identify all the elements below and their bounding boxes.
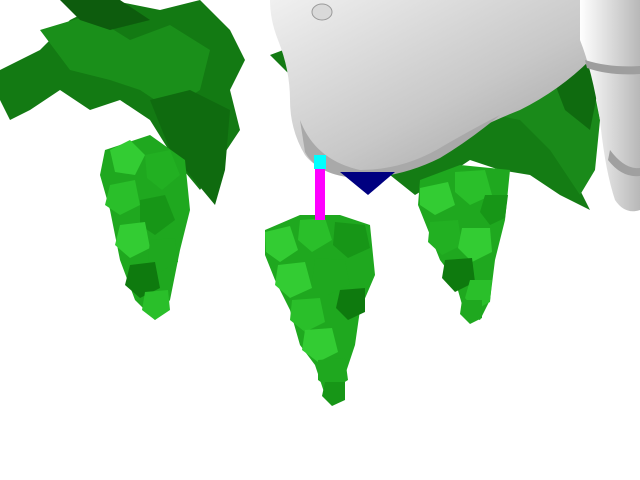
vine-leaves [0, 0, 600, 210]
magenta-marker [315, 160, 325, 220]
robot-gripper-end-effector [270, 0, 640, 212]
grape-cluster-center [265, 215, 375, 406]
grape-cluster-right [418, 165, 510, 324]
grape-cluster-left [100, 135, 190, 320]
tool-markers [314, 155, 395, 220]
cyan-marker [314, 155, 326, 169]
navy-marker [340, 172, 395, 195]
